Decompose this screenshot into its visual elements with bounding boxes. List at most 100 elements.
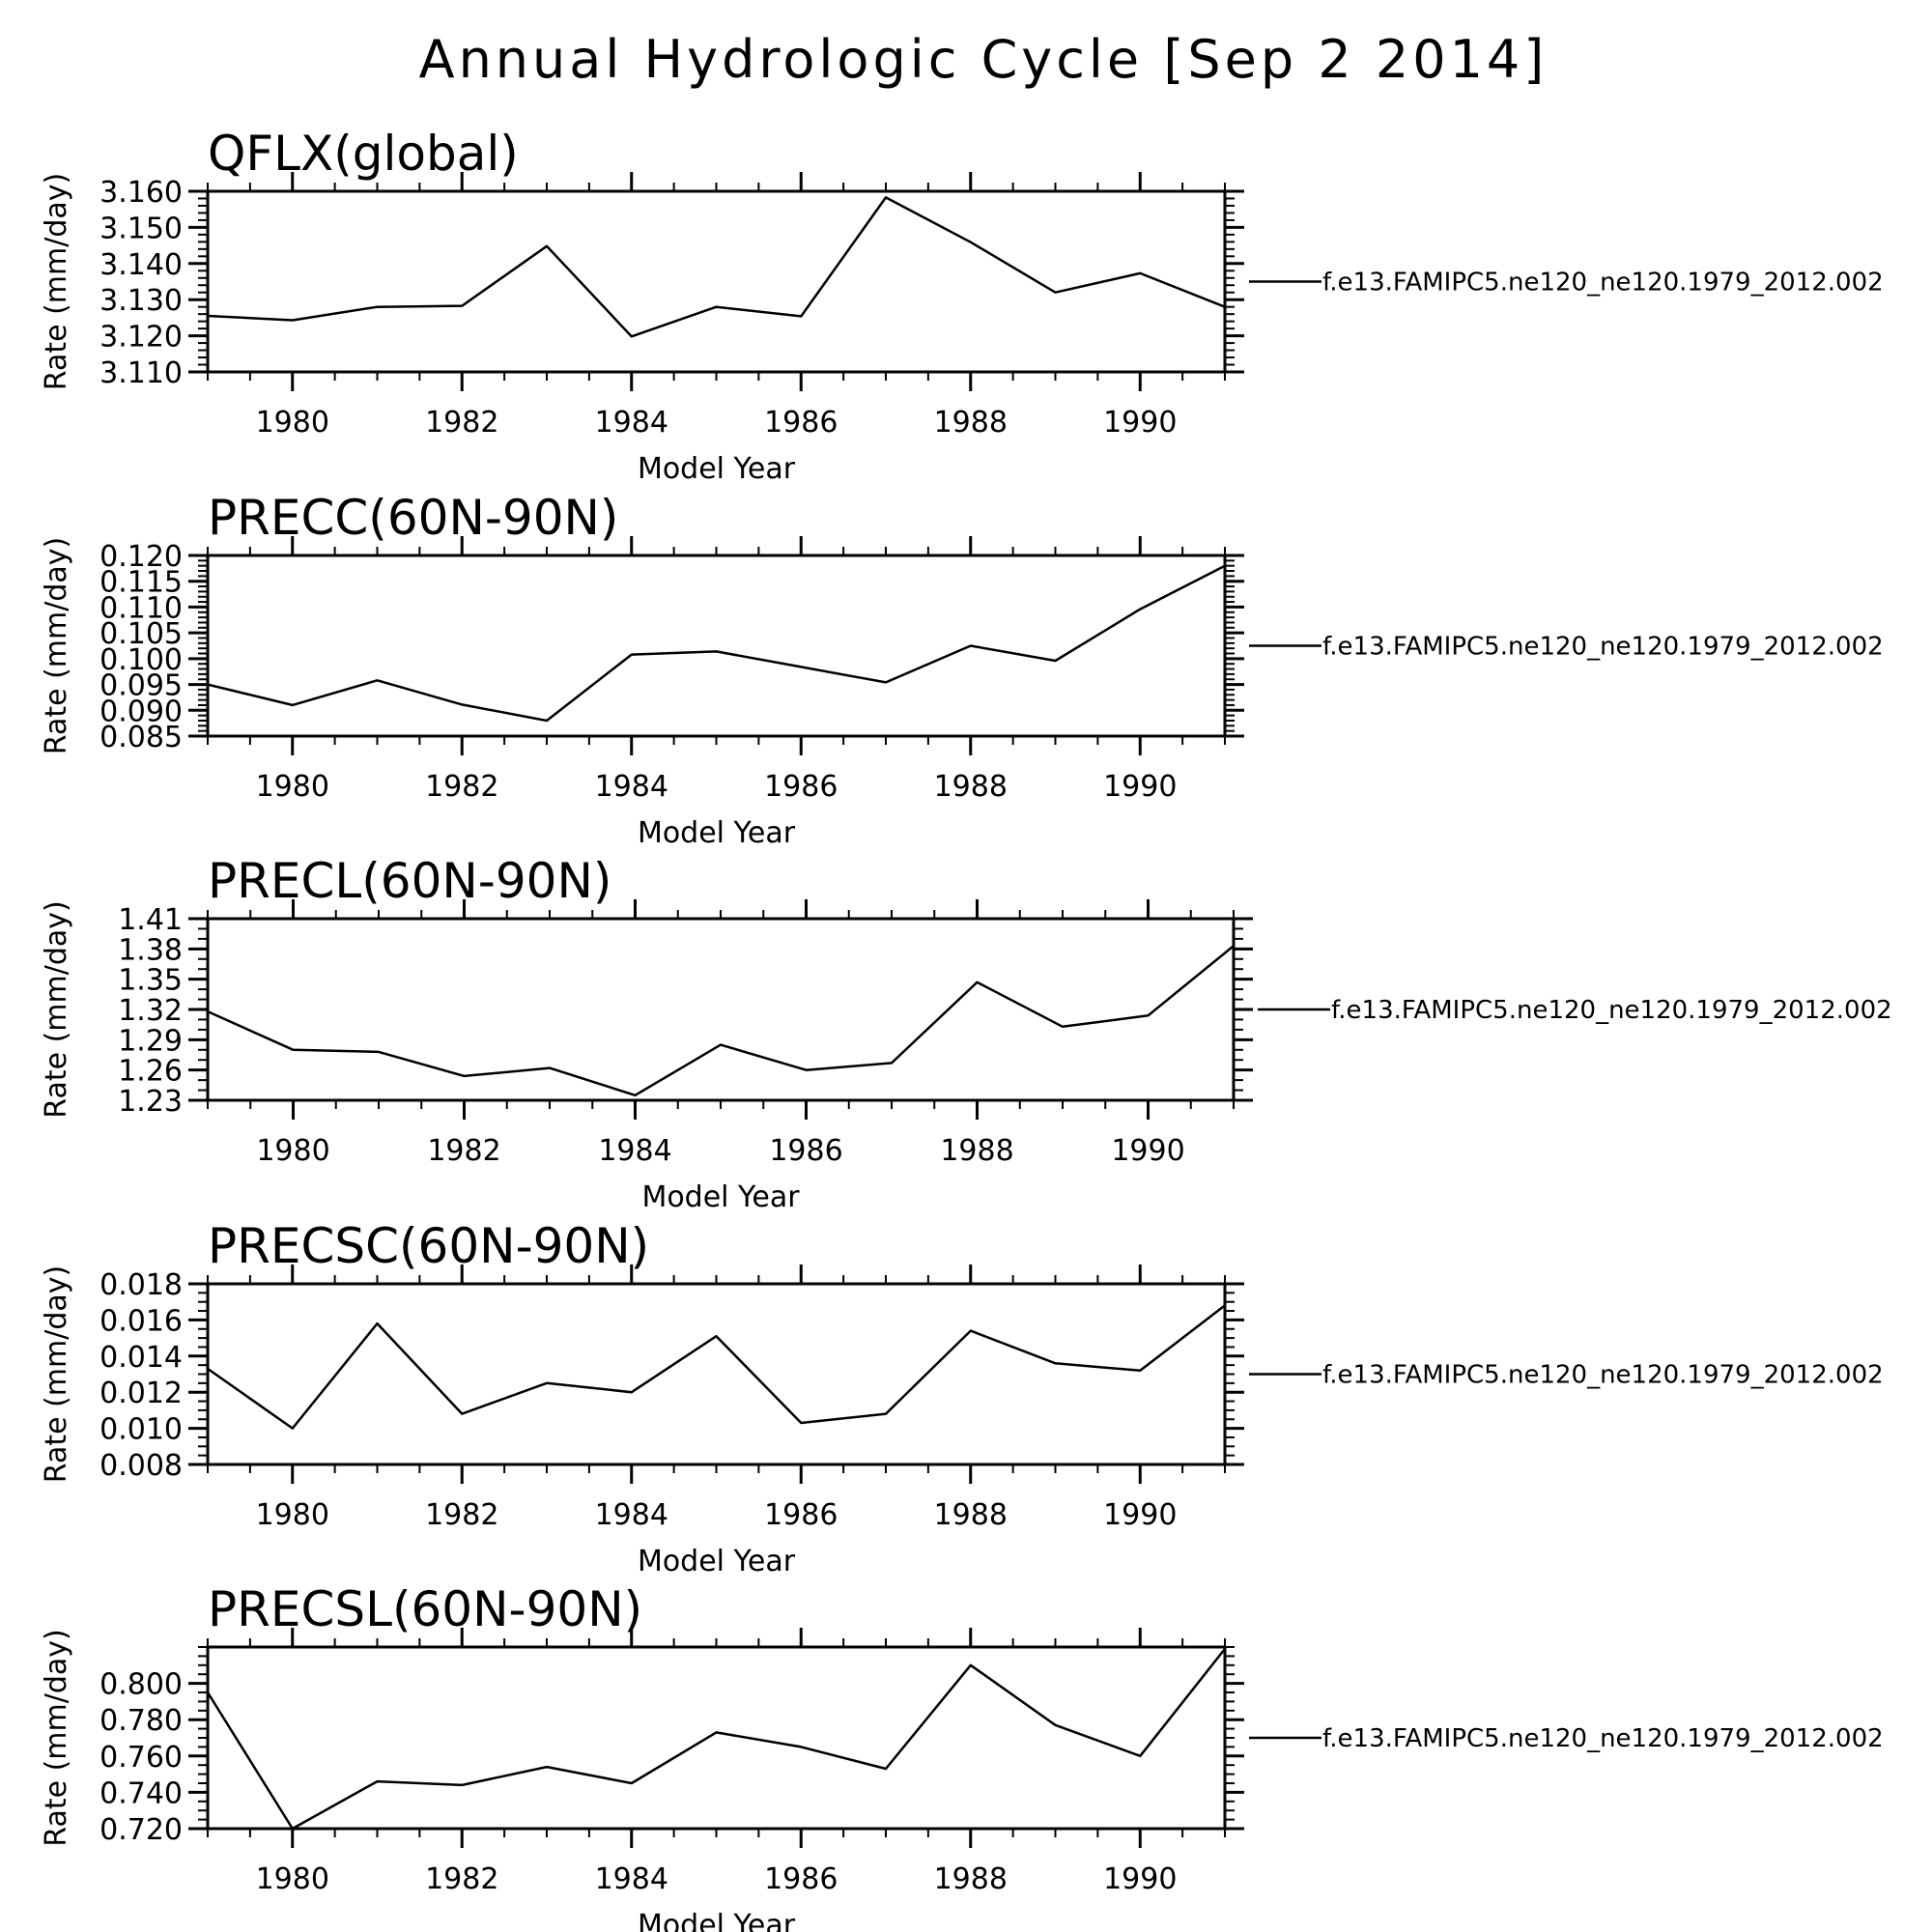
y-tick-label: 0.090	[99, 695, 183, 728]
y-tick-label: 0.110	[99, 591, 183, 625]
x-tick-label: 1982	[425, 406, 498, 440]
y-tick-label: 0.010	[99, 1413, 183, 1447]
x-tick-label: 1980	[256, 1498, 329, 1532]
y-tick-label: 0.800	[99, 1668, 183, 1702]
y-tick-label: 3.120	[99, 321, 183, 355]
x-tick-label: 1986	[764, 770, 838, 804]
x-tick-label: 1980	[256, 406, 329, 440]
series-line	[206, 1648, 1226, 1831]
y-tick-label: 0.014	[99, 1341, 183, 1375]
x-axis-label: Model Year	[638, 816, 796, 850]
y-tick-label: 3.160	[99, 176, 183, 210]
panel-title: PRECC(60N-90N)	[208, 490, 618, 546]
x-tick-label: 1988	[934, 1862, 1008, 1896]
x-tick-label: 1980	[256, 770, 329, 804]
x-tick-label: 1982	[425, 1498, 498, 1532]
chart-panel-3: PRECL(60N-90N) 1980 1982 1984 1986 1988 1990 1.…	[40, 853, 1892, 1214]
y-tick-label: 3.140	[99, 248, 183, 282]
x-tick-label: 1982	[425, 1862, 498, 1896]
y-tick-label: 1.41	[118, 903, 183, 937]
y-tick-label: 0.780	[99, 1704, 183, 1738]
x-tick-label: 1990	[1103, 406, 1177, 440]
y-tick-label: 0.085	[99, 721, 183, 754]
y-tick-label: 0.720	[99, 1813, 183, 1847]
y-axis-label: Rate (mm/day)	[40, 900, 73, 1118]
x-tick-label: 1990	[1111, 1134, 1184, 1168]
series-line	[207, 945, 1235, 1097]
x-tick-label: 1990	[1103, 770, 1177, 804]
x-tick-label: 1984	[595, 406, 668, 440]
y-tick-label: 0.012	[99, 1377, 183, 1410]
y-tick-label: 0.008	[99, 1449, 183, 1483]
legend-label: f.e13.FAMIPC5.ne120_ne120.1979_2012.002	[1322, 633, 1884, 662]
x-tick-label: 1980	[256, 1862, 329, 1896]
x-tick-label: 1984	[598, 1134, 671, 1168]
x-tick-label: 1984	[595, 1498, 668, 1532]
x-tick-label: 1988	[940, 1134, 1013, 1168]
y-tick-label: 1.32	[118, 994, 183, 1028]
chart-panel-1: QFLX(global) 1980 1982 1984 1986 1988 1990 3.11…	[40, 126, 1884, 486]
x-axis-label: Model Year	[641, 1180, 800, 1214]
x-tick-label: 1990	[1103, 1862, 1177, 1896]
x-tick-label: 1988	[934, 770, 1008, 804]
y-tick-label: 3.130	[99, 284, 183, 318]
y-tick-label: 0.018	[99, 1268, 183, 1302]
legend-label: f.e13.FAMIPC5.ne120_ne120.1979_2012.002	[1322, 1361, 1884, 1390]
y-tick-label: 1.23	[118, 1085, 183, 1119]
legend-label: f.e13.FAMIPC5.ne120_ne120.1979_2012.002	[1322, 1724, 1884, 1753]
x-tick-label: 1990	[1103, 1498, 1177, 1532]
y-axis-label: Rate (mm/day)	[40, 173, 73, 390]
x-axis-label: Model Year	[638, 1909, 796, 1932]
y-tick-label: 0.120	[99, 540, 183, 574]
y-tick-label: 1.38	[118, 933, 183, 967]
x-tick-label: 1986	[764, 406, 838, 440]
x-tick-label: 1988	[934, 406, 1008, 440]
y-tick-label: 0.016	[99, 1304, 183, 1338]
y-axis-label: Rate (mm/day)	[40, 1629, 73, 1846]
chart-panel-2: PRECC(60N-90N) 1980 1982 1984 1986 1988 1990 0.…	[40, 490, 1884, 850]
x-tick-label: 1980	[256, 1134, 329, 1168]
figure-title: Annual Hydrologic Cycle [Sep 2 2014]	[419, 29, 1548, 90]
panel-title: PRECSL(60N-90N)	[208, 1581, 642, 1637]
chart-panel-4: PRECSC(60N-90N) 1980 1982 1984 1986 1988 1990 0…	[40, 1218, 1884, 1578]
x-tick-label: 1984	[595, 1862, 668, 1896]
x-axis-label: Model Year	[638, 1545, 796, 1578]
y-tick-label: 0.105	[99, 617, 183, 651]
series-line	[207, 564, 1226, 723]
y-tick-label: 3.110	[99, 356, 183, 390]
y-tick-label: 0.760	[99, 1741, 183, 1775]
legend-label: f.e13.FAMIPC5.ne120_ne120.1979_2012.002	[1331, 996, 1892, 1025]
plot-frame	[206, 554, 1227, 738]
x-tick-label: 1986	[764, 1862, 838, 1896]
y-tick-label: 1.29	[118, 1024, 183, 1058]
y-axis-label: Rate (mm/day)	[40, 1265, 73, 1483]
panel-title: PRECL(60N-90N)	[208, 853, 611, 909]
x-tick-label: 1988	[934, 1498, 1008, 1532]
panel-title: QFLX(global)	[208, 126, 519, 182]
x-tick-label: 1986	[769, 1134, 842, 1168]
y-tick-label: 1.26	[118, 1055, 183, 1089]
x-tick-label: 1986	[764, 1498, 838, 1532]
y-tick-label: 0.740	[99, 1776, 183, 1810]
y-tick-label: 0.095	[99, 669, 183, 703]
y-tick-label: 0.115	[99, 566, 183, 600]
plot-frame	[206, 189, 1227, 374]
chart-panel-5: PRECSL(60N-90N) 1980 1982 1984 1986 1988 1990 0…	[40, 1581, 1884, 1932]
plot-frame	[206, 917, 1236, 1102]
series-line	[207, 196, 1226, 338]
y-axis-label: Rate (mm/day)	[40, 537, 73, 754]
x-tick-label: 1984	[595, 770, 668, 804]
x-axis-label: Model Year	[638, 452, 796, 486]
y-tick-label: 3.150	[99, 212, 183, 245]
x-tick-label: 1982	[427, 1134, 500, 1168]
chart-panels: QFLX(global) 1980 1982 1984 1986 1988 1990 3.11…	[40, 126, 1892, 1932]
plot-frame	[206, 1282, 1227, 1466]
y-tick-label: 1.35	[118, 964, 183, 998]
panel-title: PRECSC(60N-90N)	[208, 1218, 649, 1274]
plot-frame	[206, 1645, 1227, 1831]
series-line	[207, 1304, 1226, 1430]
legend-label: f.e13.FAMIPC5.ne120_ne120.1979_2012.002	[1322, 269, 1884, 298]
x-tick-label: 1982	[425, 770, 498, 804]
y-tick-label: 0.100	[99, 643, 183, 677]
